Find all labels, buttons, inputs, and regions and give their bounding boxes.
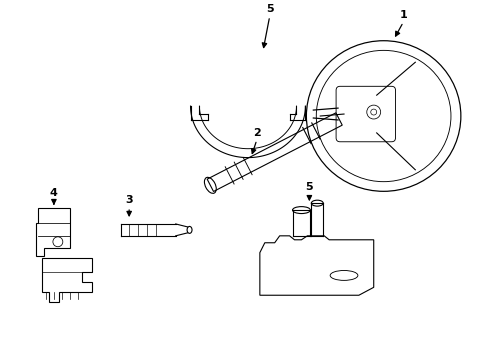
Text: 1: 1 bbox=[399, 10, 407, 20]
Text: 2: 2 bbox=[253, 128, 261, 138]
Text: 5: 5 bbox=[306, 182, 313, 192]
Text: 4: 4 bbox=[50, 188, 58, 198]
Text: 3: 3 bbox=[125, 195, 133, 205]
Text: 5: 5 bbox=[266, 4, 273, 14]
